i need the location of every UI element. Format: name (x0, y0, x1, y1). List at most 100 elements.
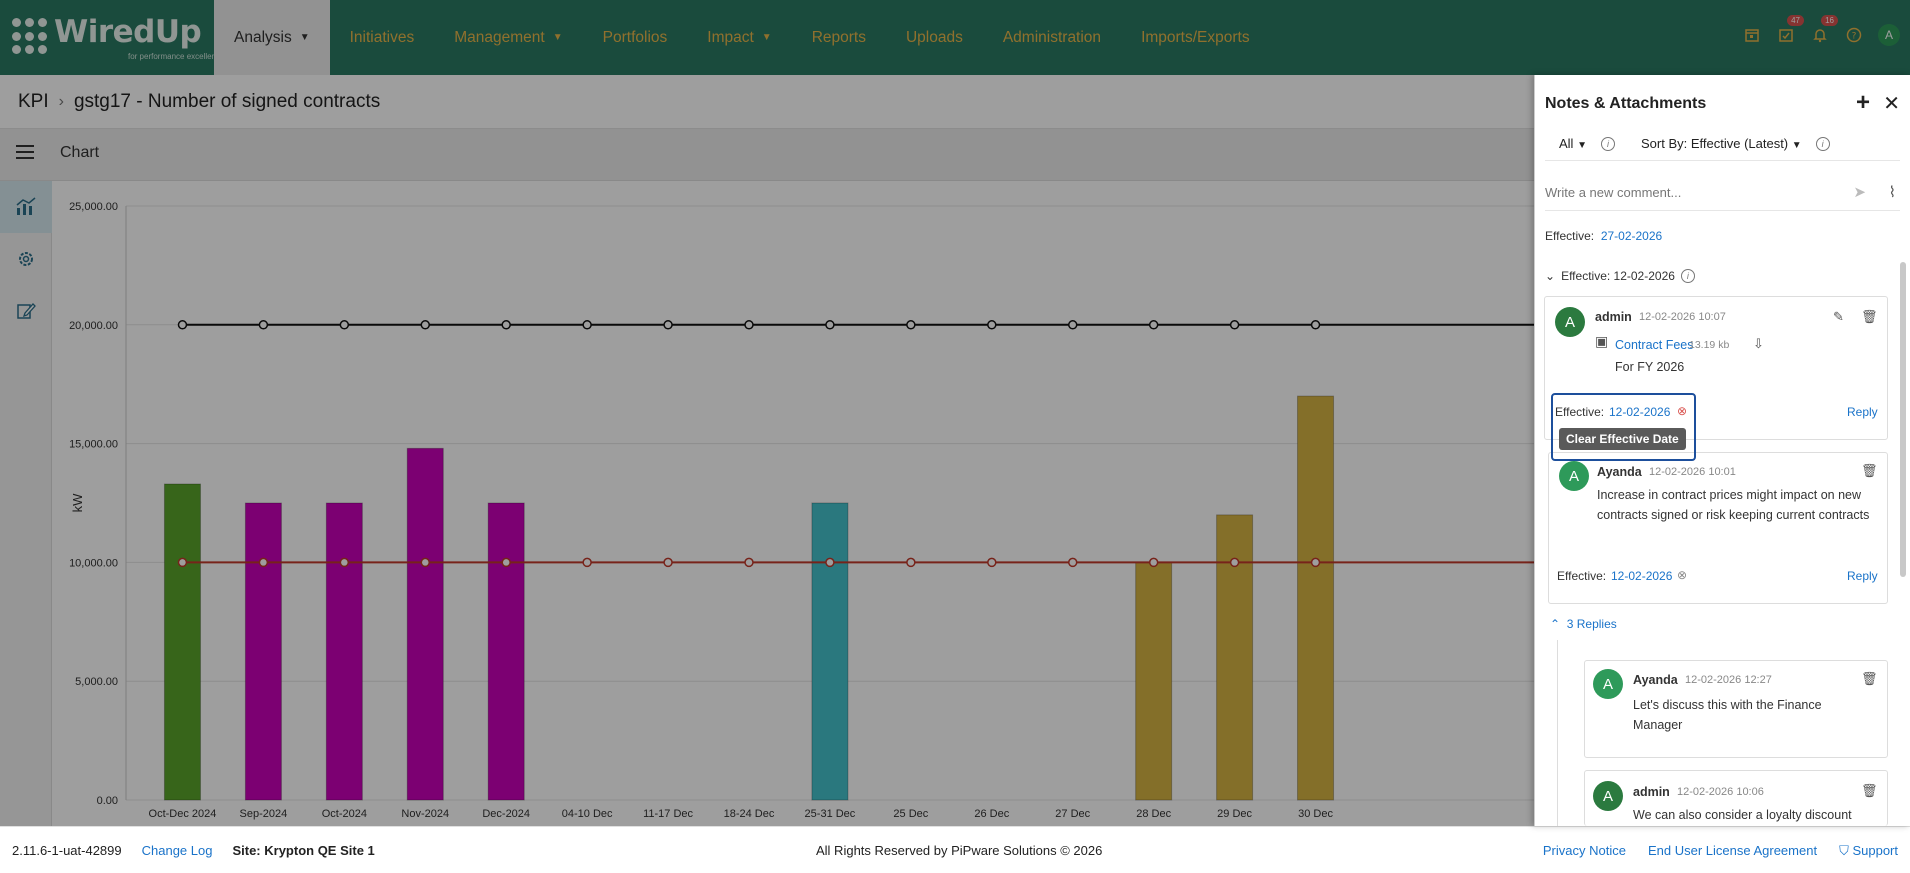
x-tick-label: 04-10 Dec (562, 808, 613, 820)
privacy-link[interactable]: Privacy Notice (1542, 843, 1626, 858)
copyright: All Rights Reserved by PiPware Solutions… (816, 843, 1103, 858)
series-point (1229, 557, 1240, 568)
trash-icon[interactable]: 🗑 (1861, 783, 1878, 798)
nav-item-administration[interactable]: Administration (983, 0, 1121, 75)
x-tick-label: 29 Dec (1217, 808, 1252, 820)
modal-overlay[interactable] (0, 75, 1534, 826)
reply-card: A admin 12-02-2026 10:06 🗑 We can also c… (1584, 770, 1888, 826)
nav-item-initiatives[interactable]: Initiatives (330, 0, 435, 75)
y-tick-label: 15,000.00 (69, 439, 118, 451)
nav-item-label: Impact (707, 28, 754, 46)
chevron-down-icon: ▼ (1577, 140, 1587, 151)
info-icon[interactable]: i (1815, 136, 1830, 151)
paperclip-icon[interactable]: ⌇ (1888, 184, 1896, 201)
close-icon[interactable]: ✕ (1883, 93, 1900, 115)
nav-item-label: Imports/Exports (1141, 28, 1250, 46)
x-tick-label: Dec-2024 (482, 808, 530, 820)
tasks-icon[interactable]: 47 (1776, 15, 1804, 45)
note-text: Increase in contract prices might impact… (1597, 488, 1870, 522)
chart-bar (811, 502, 849, 801)
changelog-link[interactable]: Change Log (141, 843, 213, 858)
send-icon[interactable]: ➤ (1853, 184, 1866, 201)
reply-button[interactable]: Reply (1847, 569, 1878, 583)
reply-button[interactable]: Reply (1847, 405, 1878, 419)
note-effective-date[interactable]: 12-02-2026 (1611, 569, 1673, 583)
support-link[interactable]: ⛉ Support (1839, 843, 1898, 859)
x-tick-label: 25-31 Dec (805, 808, 856, 820)
x-tick-label: 11-17 Dec (643, 808, 693, 820)
filters-bar: All ▼ i Sort By: Effective (Latest) ▼ i (1545, 127, 1900, 161)
calendar-icon[interactable] (1742, 25, 1762, 45)
clear-date-icon[interactable]: ⊗ (1677, 568, 1688, 582)
chevron-up-icon: ⌃ (1550, 617, 1561, 631)
panel-scrollbar[interactable] (1900, 262, 1906, 577)
series-point (1148, 557, 1159, 568)
note-effective-date[interactable]: 12-02-2026 (1609, 405, 1671, 419)
x-tick-label: 28 Dec (1136, 808, 1171, 820)
nav-item-label: Initiatives (349, 28, 415, 46)
attachment-link[interactable]: Contract Fees (1615, 338, 1694, 352)
trash-icon[interactable]: 🗑 (1861, 671, 1878, 686)
chart-bar (244, 502, 282, 801)
trash-icon[interactable]: 🗑 (1861, 309, 1878, 324)
x-tick-label: 25 Dec (893, 808, 928, 820)
chart-bar (163, 483, 201, 801)
panel-title: Notes & Attachments (1545, 95, 1707, 112)
nav-item-reports[interactable]: Reports (792, 0, 886, 75)
breadcrumb: KPI › gstg17 - Number of signed contract… (18, 91, 380, 113)
series-point (501, 320, 511, 330)
trash-icon[interactable]: 🗑 (1861, 463, 1878, 478)
eula-link[interactable]: End User License Agreement (1647, 843, 1818, 858)
logo-dots-icon (12, 18, 50, 56)
reply-author: admin (1633, 785, 1670, 799)
series-point (987, 557, 997, 568)
series-point (339, 557, 350, 568)
chart-bar (1297, 395, 1335, 801)
top-effective: Effective: 27-02-2026 (1545, 229, 1662, 243)
menu-icon[interactable] (16, 145, 34, 159)
edit-icon[interactable]: ✎ (1833, 309, 1844, 324)
wiredup-logo[interactable]: WiredUp for performance excellence (12, 14, 225, 62)
top-effective-date[interactable]: 27-02-2026 (1600, 229, 1663, 243)
nav-item-imports-exports[interactable]: Imports/Exports (1121, 0, 1270, 75)
clear-date-icon[interactable]: ⊗ (1677, 404, 1688, 418)
series-point (744, 557, 754, 568)
nav-item-management[interactable]: Management ▼ (434, 0, 582, 75)
tooltip: Clear Effective Date (1559, 428, 1686, 450)
series-point (420, 320, 431, 330)
series-point (1067, 320, 1078, 330)
chart-view-icon[interactable] (0, 181, 52, 233)
reply-time: 12-02-2026 10:06 (1677, 786, 1764, 798)
settings-icon[interactable] (0, 233, 52, 285)
filter-select[interactable]: All ▼ (1559, 136, 1587, 151)
note-card: A Ayanda 12-02-2026 10:01 🗑 Increase in … (1548, 452, 1888, 604)
add-note-icon[interactable]: + (1855, 89, 1870, 116)
support-label: Support (1852, 843, 1898, 858)
info-icon[interactable]: i (1600, 136, 1615, 151)
effective-group-header[interactable]: ⌄ Effective: 12-02-2026 i (1545, 269, 1695, 283)
edit-icon[interactable] (0, 285, 52, 337)
note-card: A admin 12-02-2026 10:07 ✎ 🗑 ▣ Contract … (1544, 296, 1888, 440)
bell-icon[interactable]: 16 (1810, 15, 1838, 45)
nav-item-analysis[interactable]: Analysis ▼ (214, 0, 330, 75)
sort-select[interactable]: Sort By: Effective (Latest) ▼ (1641, 136, 1802, 151)
nav-item-portfolios[interactable]: Portfolios (583, 0, 688, 75)
nav-item-uploads[interactable]: Uploads (886, 0, 983, 75)
chevron-down-icon: ▼ (299, 32, 310, 43)
top-navbar: WiredUp for performance excellence Analy… (0, 0, 1910, 75)
notifications-badge: 16 (1821, 15, 1838, 26)
help-icon[interactable]: ? (1844, 25, 1864, 45)
attachment-size: 13.19 kb (1689, 339, 1730, 351)
breadcrumb-kpi[interactable]: KPI (18, 91, 49, 112)
replies-toggle[interactable]: ⌃ 3 Replies (1550, 617, 1617, 631)
series-point (1148, 320, 1159, 330)
user-avatar[interactable]: A (1878, 24, 1900, 46)
download-icon[interactable]: ⇩ (1753, 336, 1764, 351)
note-time: 12-02-2026 10:07 (1639, 311, 1726, 323)
nav-item-label: Analysis (234, 28, 292, 46)
nav-item-impact[interactable]: Impact ▼ (687, 0, 791, 75)
info-icon[interactable]: i (1680, 269, 1695, 283)
y-tick-label: 25,000.00 (69, 201, 118, 213)
new-comment-input[interactable]: Write a new comment... ➤ ⌇ (1545, 175, 1900, 211)
series-point (1310, 320, 1321, 330)
